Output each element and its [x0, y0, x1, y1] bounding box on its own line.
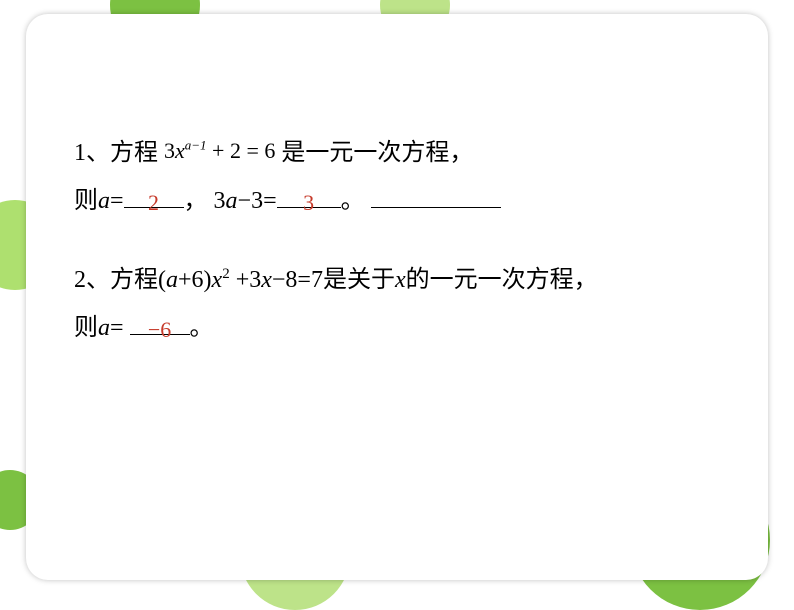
- q2-sq: 2: [222, 266, 230, 282]
- q1-answer-1: 2: [148, 190, 159, 215]
- q2-mid: +3: [230, 267, 262, 293]
- q2-tail: −8=7是关于: [272, 267, 395, 293]
- q1-eq1: =: [110, 188, 124, 214]
- q2-var-x2: x: [261, 267, 272, 293]
- q1-comma: ，: [184, 188, 208, 214]
- eq-coef: 3: [164, 138, 175, 163]
- q2-then: 则: [74, 315, 98, 341]
- q1-expr2-var: a: [226, 188, 238, 214]
- q1-expr2-post: −3=: [238, 188, 277, 214]
- q2-eq: =: [110, 315, 130, 341]
- q1-blank-1: 2: [124, 182, 184, 208]
- q1-equation: 3xa−1 + 2 = 6: [164, 133, 275, 168]
- q2-period: 。: [190, 315, 214, 341]
- q2-answer: −6: [148, 317, 171, 342]
- q1-answer-2: 3: [303, 190, 314, 215]
- q2-label: 2、方程(: [74, 267, 166, 293]
- q2-a: a: [98, 315, 110, 341]
- q1-expr2-pre: 3: [214, 188, 226, 214]
- q2-var-x3: x: [395, 267, 406, 293]
- q2-blank: −6: [130, 309, 190, 335]
- q1-blank-extra: [371, 182, 501, 208]
- content-card: 1、方程 3xa−1 + 2 = 6 是一元一次方程， 则a=2， 3a−3=3…: [26, 14, 768, 580]
- q2-var-a: a: [166, 267, 178, 293]
- eq-exp: a−1: [185, 138, 207, 153]
- question-1-line-2: 则a=2， 3a−3=3。: [74, 182, 720, 220]
- q2-tail2: 的一元一次方程，: [406, 267, 598, 293]
- eq-var: x: [175, 138, 185, 163]
- q2-var-x: x: [212, 267, 223, 293]
- q1-then: 则: [74, 188, 98, 214]
- q1-blank-2: 3: [277, 182, 341, 208]
- eq-tail: + 2 = 6: [207, 138, 276, 163]
- question-1-line-1: 1、方程 3xa−1 + 2 = 6 是一元一次方程，: [74, 134, 720, 172]
- q1-tail-text: 是一元一次方程，: [281, 140, 473, 166]
- q1-label: 1、方程: [74, 140, 158, 166]
- q1-a: a: [98, 188, 110, 214]
- q1-period: 。: [341, 188, 365, 214]
- question-2-line-1: 2、方程(a+6)x2 +3x−8=7是关于x的一元一次方程，: [74, 261, 720, 299]
- question-2-line-2: 则a= −6。: [74, 309, 720, 347]
- q2-plus6: +6): [178, 267, 212, 293]
